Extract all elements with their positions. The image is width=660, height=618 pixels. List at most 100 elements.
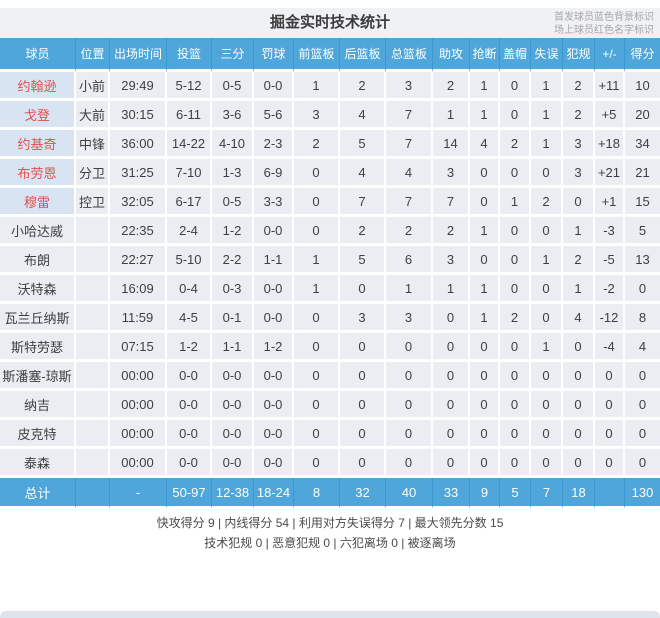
stat-cell: 5 [340,246,386,275]
stat-cell: 0 [470,362,500,391]
column-header: 前篮板 [294,38,340,72]
player-name-cell: 穆雷 [0,188,76,217]
stat-cell: 2 [531,188,563,217]
page-title: 掘金实时技术统计 [269,14,390,31]
stat-cell: 2 [433,72,470,101]
stat-cell: 4 [563,304,595,333]
stat-cell: 0-0 [254,420,294,449]
stat-cell: 12-38 [212,478,254,508]
stat-cell: 0-5 [212,188,254,217]
stat-cell: 7 [340,188,386,217]
stat-cell: 0-0 [254,275,294,304]
stat-cell: 2 [386,217,433,246]
player-row: 泰森 00:00 0-0 0-0 0-0 0 0 0 0 0 0 0 0 0 0 [0,449,660,478]
stat-cell: -3 [595,217,625,246]
column-header: 球员 [0,38,76,72]
stat-cell: 32 [340,478,386,508]
stat-cell: 1 [563,217,595,246]
position-cell: 控卫 [76,188,110,217]
table-body: 约翰逊 小前 29:49 5-12 0-5 0-0 1 2 3 2 1 0 1 2 +11 10 戈登 大前 30:… [0,72,660,508]
stat-cell: 2 [563,101,595,130]
stat-cell: 0 [340,420,386,449]
stat-cell: 0 [500,217,531,246]
stat-cell: 1 [531,333,563,362]
stat-cell: 0 [340,333,386,362]
position-cell: 中锋 [76,130,110,159]
stat-cell: 4-5 [167,304,212,333]
stat-cell: 0 [500,159,531,188]
stat-cell: 0-0 [254,72,294,101]
stat-cell [595,478,625,508]
stat-cell: 21 [625,159,660,188]
player-name-cell: 瓦兰丘纳斯 [0,304,76,333]
stat-cell: 1 [433,101,470,130]
stat-cell: 4-10 [212,130,254,159]
stat-cell: 0 [470,246,500,275]
stat-cell: 1 [470,72,500,101]
stat-cell: 0-0 [254,362,294,391]
stat-cell: 2 [563,246,595,275]
stat-cell: 5-12 [167,72,212,101]
legend-starter-note: 首发球员蓝色背景标识 [554,12,654,23]
stat-cell: 7-10 [167,159,212,188]
stat-cell: 1 [500,188,531,217]
stat-cell: 4 [340,159,386,188]
stat-cell: 18-24 [254,478,294,508]
player-name-cell: 布劳恩 [0,159,76,188]
stat-cell: +21 [595,159,625,188]
stat-cell: 1 [531,101,563,130]
stat-cell: 0 [340,275,386,304]
stat-cell: 0 [433,420,470,449]
player-row: 穆雷 控卫 32:05 6-17 0-5 3-3 0 7 7 7 0 1 2 0 +1 15 [0,188,660,217]
stat-cell: 3 [563,130,595,159]
stat-cell: 1 [531,72,563,101]
stat-cell: 1 [470,275,500,304]
stat-cell: 0 [433,333,470,362]
stat-cell: -5 [595,246,625,275]
player-name-cell: 约基奇 [0,130,76,159]
stat-cell: 0 [433,362,470,391]
stat-cell: 4 [625,333,660,362]
summary-line-2: 技术犯规 0 | 恶意犯规 0 | 六犯离场 0 | 被逐离场 [204,536,456,550]
time-cell: 00:00 [110,391,167,420]
stat-cell: 6 [386,246,433,275]
stat-cell: 2-2 [212,246,254,275]
stat-cell: +5 [595,101,625,130]
stat-cell: 5 [340,130,386,159]
stat-cell: 3 [386,72,433,101]
stat-cell: 0 [386,449,433,478]
time-cell: 16:09 [110,275,167,304]
stat-cell: 0 [625,391,660,420]
position-cell: 分卫 [76,159,110,188]
stat-cell: 1-2 [167,333,212,362]
stat-cell: 0 [531,217,563,246]
position-cell [76,304,110,333]
stat-cell: 1 [433,275,470,304]
stat-cell: +18 [595,130,625,159]
column-header: 罚球 [254,38,294,72]
stat-cell: 0 [294,304,340,333]
stat-cell: 1 [294,72,340,101]
stat-cell: 1-3 [212,159,254,188]
stat-cell: 0 [386,333,433,362]
stat-cell: 0 [563,188,595,217]
player-name-cell: 泰森 [0,449,76,478]
column-header: +/- [595,38,625,72]
stat-cell: 2 [500,304,531,333]
stat-cell: 1 [470,304,500,333]
stat-cell: -2 [595,275,625,304]
stat-cell: 0 [563,449,595,478]
stat-cell: 0-0 [167,449,212,478]
column-header: 三分 [212,38,254,72]
stat-cell: 0 [294,188,340,217]
player-name-cell: 沃特森 [0,275,76,304]
stat-cell: 0-4 [167,275,212,304]
stat-cell: 6-17 [167,188,212,217]
stat-cell: 18 [563,478,595,508]
stat-cell: 6-11 [167,101,212,130]
player-name-cell: 斯潘塞-琼斯 [0,362,76,391]
position-cell [76,449,110,478]
player-name-cell: 皮克特 [0,420,76,449]
column-header: 得分 [625,38,660,72]
stat-cell: 0 [531,159,563,188]
